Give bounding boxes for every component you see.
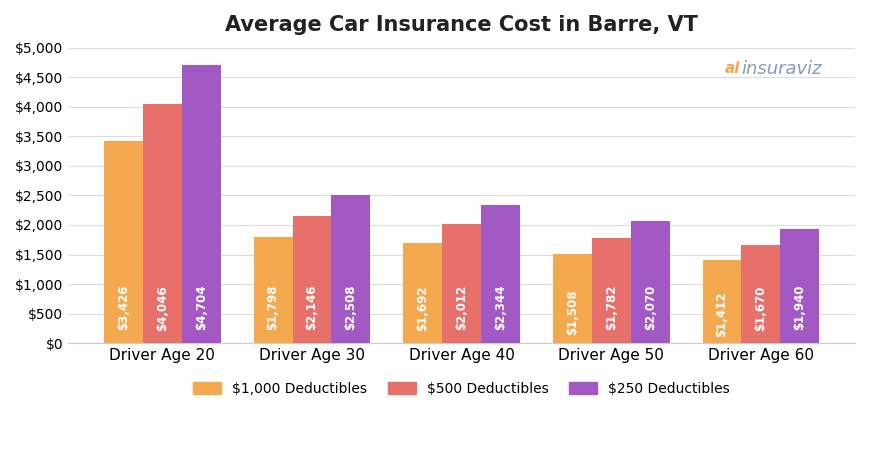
Legend: $1,000 Deductibles, $500 Deductibles, $250 Deductibles: $1,000 Deductibles, $500 Deductibles, $2… — [188, 376, 735, 401]
Text: $4,704: $4,704 — [195, 285, 208, 330]
Text: insuraviz: insuraviz — [741, 60, 821, 78]
Bar — [702, 260, 740, 343]
Text: $1,940: $1,940 — [793, 285, 806, 330]
Bar — [143, 104, 182, 343]
Text: $1,692: $1,692 — [415, 285, 428, 331]
Bar — [630, 221, 669, 343]
Text: $2,344: $2,344 — [494, 285, 507, 330]
Text: $1,508: $1,508 — [565, 289, 578, 335]
Text: $2,012: $2,012 — [454, 285, 468, 330]
Text: $2,508: $2,508 — [344, 285, 357, 330]
Bar — [403, 243, 441, 343]
Text: $1,670: $1,670 — [753, 286, 766, 331]
Text: $1,798: $1,798 — [266, 285, 279, 330]
Bar — [182, 65, 221, 343]
Text: $2,146: $2,146 — [305, 285, 318, 330]
Bar — [553, 254, 591, 343]
Bar — [104, 141, 143, 343]
Bar — [779, 229, 819, 343]
Bar — [591, 238, 630, 343]
Bar — [481, 205, 520, 343]
Text: al: al — [725, 61, 740, 76]
Text: $2,070: $2,070 — [643, 285, 656, 330]
Bar — [441, 224, 481, 343]
Text: $4,046: $4,046 — [156, 285, 169, 331]
Text: $3,426: $3,426 — [116, 285, 129, 330]
Title: Average Car Insurance Cost in Barre, VT: Average Car Insurance Cost in Barre, VT — [225, 15, 697, 35]
Text: $1,412: $1,412 — [714, 291, 727, 337]
Bar — [331, 195, 370, 343]
Bar — [254, 237, 292, 343]
Bar — [292, 216, 331, 343]
Text: $1,782: $1,782 — [604, 285, 617, 330]
Bar — [740, 244, 779, 343]
